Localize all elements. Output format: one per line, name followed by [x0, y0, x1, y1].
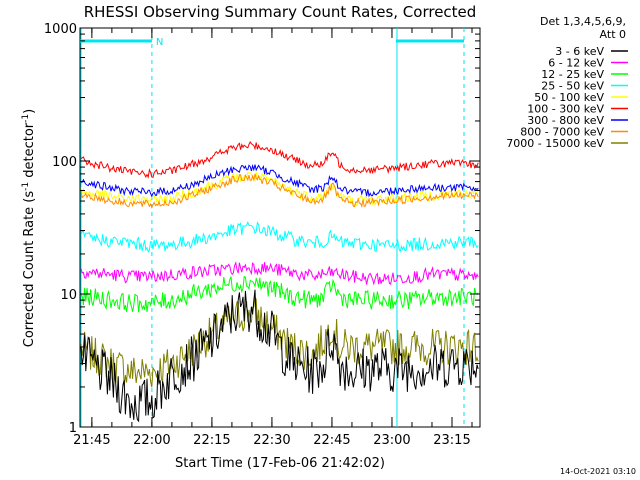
series-line [80, 140, 479, 179]
legend-label: 12 - 25 keV [541, 68, 604, 81]
x-axis-label: Start Time (17-Feb-06 21:42:02) [175, 456, 385, 471]
y-tick-label: 1000 [44, 22, 77, 37]
legend-label: 25 - 50 keV [541, 80, 604, 93]
x-tick-label: 22:45 [313, 433, 350, 448]
footer-timestamp: 14-Oct-2021 03:10 [560, 467, 636, 476]
legend-label: 100 - 300 keV [527, 103, 604, 116]
y-tick-label: 1 [69, 421, 77, 436]
x-tick-label: 22:15 [193, 433, 230, 448]
legend-header-line2: Att 0 [600, 28, 626, 41]
legend-label: 3 - 6 keV [555, 45, 604, 58]
series-line [80, 289, 479, 423]
legend-header-line1: Det 1,3,4,5,6,9, [540, 15, 626, 28]
series-line [80, 171, 479, 208]
x-tick-label: 21:45 [73, 433, 110, 448]
legend-label: 800 - 7000 keV [520, 126, 604, 139]
series-line [80, 296, 479, 388]
series-line [80, 275, 479, 313]
y-axis: 1 10 100 1000 [44, 22, 480, 436]
night-marker-label: N [156, 37, 163, 48]
legend-label: 6 - 12 keV [548, 57, 604, 70]
plot-area [79, 27, 481, 428]
series-line [80, 261, 479, 286]
x-tick-label: 23:00 [373, 433, 410, 448]
chart-title: RHESSI Observing Summary Count Rates, Co… [84, 3, 477, 21]
legend-label: 300 - 800 keV [527, 114, 604, 127]
legend-label: 7000 - 15000 keV [506, 137, 604, 150]
x-tick-label: 22:30 [253, 433, 290, 448]
y-tick-label: 10 [60, 288, 77, 303]
plot-frame [79, 27, 481, 428]
series-line [80, 221, 479, 254]
x-axis: 21:45 22:00 22:15 22:30 22:45 23:00 23:15 [73, 28, 473, 448]
x-tick-label: 23:15 [433, 433, 470, 448]
series-line [80, 163, 479, 198]
legend-label: 50 - 100 keV [534, 91, 604, 104]
y-tick-label: 100 [52, 155, 77, 170]
series-layer [80, 140, 479, 423]
series-line [80, 173, 479, 209]
x-tick-label: 22:00 [133, 433, 170, 448]
y-axis-label: Corrected Count Rate (s-1 detector-1) [21, 109, 37, 347]
